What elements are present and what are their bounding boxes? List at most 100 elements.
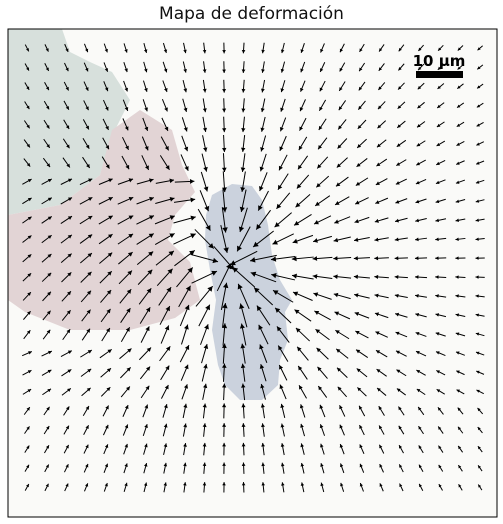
vector-arrowhead (457, 407, 461, 412)
vector-arrowhead (88, 178, 93, 183)
vector-arrowhead (416, 161, 421, 166)
vector-arrowhead (337, 144, 342, 149)
vector-arrowhead (399, 464, 403, 468)
vector-arrowhead (378, 86, 382, 90)
vector-arrowhead (86, 387, 91, 392)
vector-arrowhead (27, 273, 32, 277)
vector-arrowhead (67, 234, 72, 239)
vector-arrowhead (165, 165, 170, 170)
vector-arrowhead (399, 445, 403, 449)
vector-arrowhead (67, 350, 72, 354)
vector-arrowhead (228, 264, 235, 270)
vector-arrowhead (280, 403, 285, 409)
vector-arrowhead (85, 483, 89, 487)
vector-arrowhead (339, 424, 343, 429)
vector-arrowhead (314, 310, 320, 316)
vector-arrowhead (105, 405, 109, 410)
vector-arrow (229, 250, 258, 266)
vector-arrowhead (144, 165, 149, 170)
vector-arrowhead (256, 305, 262, 312)
vector-arrowhead (415, 312, 420, 317)
vector-arrowhead (241, 88, 246, 93)
vector-arrowhead (166, 287, 172, 293)
vector-arrowhead (189, 250, 195, 256)
vector-arrowhead (319, 68, 324, 72)
vector-arrowhead (204, 205, 210, 212)
vector-arrowhead (126, 289, 132, 294)
vector-arrowhead (47, 197, 52, 202)
vector-arrowhead (239, 303, 245, 310)
vector-arrowhead (104, 87, 109, 92)
vector-arrowhead (65, 106, 69, 110)
vector-arrowhead (144, 443, 148, 448)
vector-arrowhead (221, 323, 228, 329)
vector-arrowhead (184, 146, 189, 152)
vector-arrowhead (354, 237, 359, 242)
vector-arrowhead (333, 274, 338, 279)
vector-arrowhead (105, 145, 109, 150)
vector-arrowhead (125, 327, 130, 332)
vector-arrowhead (457, 426, 462, 431)
vector-arrowhead (105, 164, 110, 169)
vector-arrowhead (333, 237, 339, 243)
vector-arrowhead (475, 294, 479, 298)
vector-arrowhead (85, 463, 89, 468)
vector-arrowhead (475, 199, 480, 203)
vector-arrowhead (417, 104, 421, 109)
vector-arrowhead (291, 256, 297, 262)
vector-arrowhead (223, 247, 229, 253)
vector-arrowhead (314, 220, 319, 225)
vector-arrowhead (374, 256, 379, 261)
vector-arrowhead (300, 423, 304, 428)
vector-arrowhead (317, 366, 322, 372)
vector-arrowhead (335, 330, 340, 335)
vector-arrowhead (358, 86, 363, 91)
vector-arrowhead (358, 105, 362, 110)
vector-arrowhead (190, 215, 196, 221)
vector-arrowhead (280, 49, 285, 54)
vector-arrowhead (169, 233, 175, 239)
vector-arrowhead (47, 350, 52, 355)
vector-arrowhead (312, 256, 318, 261)
vector-arrowhead (357, 124, 362, 129)
vector-arrowhead (202, 423, 207, 428)
vector-arrowhead (281, 482, 285, 486)
vector-arrowhead (222, 303, 228, 309)
vector-arrowhead (124, 126, 129, 131)
vector-arrowhead (270, 256, 277, 262)
vector-arrowhead (67, 369, 72, 373)
vector-arrowhead (299, 126, 304, 131)
vector-arrowhead (222, 50, 226, 54)
vector-arrowhead (222, 69, 226, 73)
vector-arrowhead (164, 145, 169, 151)
vector-arrowhead (280, 88, 285, 93)
vector-arrowhead (146, 347, 152, 352)
vector-arrowhead (128, 178, 134, 183)
vector-arrowhead (240, 343, 246, 349)
vector-arrowhead (278, 165, 283, 171)
vector-arrowhead (395, 218, 399, 223)
vector-arrowhead (375, 331, 380, 335)
vector-arrowhead (437, 85, 441, 89)
vector-arrowhead (26, 464, 30, 469)
vector-arrowhead (26, 105, 30, 110)
vector-arrowhead (240, 167, 246, 172)
vector-arrowhead (45, 464, 49, 468)
vector-arrowhead (46, 144, 50, 148)
vector-arrowhead (163, 404, 168, 409)
vector-arrowhead (86, 328, 91, 333)
vector-arrowhead (164, 384, 169, 390)
vector-arrowhead (222, 403, 227, 408)
vector-arrowhead (395, 199, 400, 204)
vector-arrowhead (299, 404, 304, 409)
vector-arrowhead (359, 48, 363, 52)
vector-arrowhead (183, 403, 188, 408)
vector-arrowhead (456, 351, 460, 355)
vector-arrowhead (65, 125, 70, 130)
vector-arrowhead (256, 224, 262, 230)
vector-arrowhead (300, 482, 305, 486)
vector-arrowhead (398, 406, 402, 411)
vector-arrowhead (27, 311, 31, 315)
vector-arrowhead (260, 147, 265, 152)
